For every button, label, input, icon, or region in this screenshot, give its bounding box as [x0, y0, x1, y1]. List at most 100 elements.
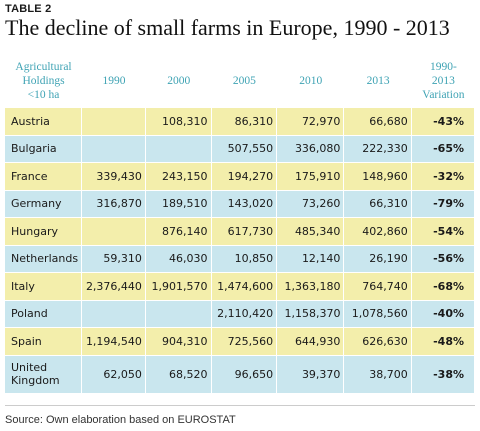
cell-2000: 876,140 [145, 218, 212, 246]
cell-2000: 189,510 [145, 190, 212, 218]
page-title: The decline of small farms in Europe, 19… [5, 15, 450, 40]
table-label: TABLE 2 [5, 3, 52, 15]
header-variation: 1990- 2013 Variation [412, 54, 475, 108]
cell-2010: 644,930 [277, 328, 345, 356]
cell-1990: 316,870 [82, 190, 146, 218]
cell-2013: 402,860 [344, 218, 412, 246]
table-row: Netherlands 59,310 46,030 10,850 12,140 … [5, 245, 475, 273]
variation-cell: -38% [411, 355, 475, 394]
cell-2005: 86,310 [211, 108, 278, 136]
cell-2000: 108,310 [145, 108, 212, 136]
cell-2000: 1,901,570 [145, 273, 212, 301]
cell-1990: 2,376,440 [82, 273, 146, 301]
source-note: Source: Own elaboration based on EUROSTA… [5, 414, 236, 426]
table-row: France 339,430 243,150 194,270 175,910 1… [5, 163, 475, 191]
cell-2005: 10,850 [211, 245, 278, 273]
country-cell: Austria [5, 108, 83, 136]
header-variation-line1: 1990- [429, 61, 457, 73]
country-cell: Italy [5, 273, 83, 301]
cell-2010: 1,363,180 [277, 273, 345, 301]
cell-1990 [82, 135, 146, 163]
cell-2013: 66,310 [344, 190, 412, 218]
cell-2000: 243,150 [145, 163, 212, 191]
cell-2010: 336,080 [277, 135, 345, 163]
variation-cell: -79% [411, 190, 475, 218]
header-1990: 1990 [102, 75, 126, 87]
cell-2013: 26,190 [344, 245, 412, 273]
table-row: Hungary 876,140 617,730 485,340 402,860 … [5, 218, 475, 246]
variation-cell: -65% [411, 135, 475, 163]
cell-1990 [82, 108, 146, 136]
country-cell: Bulgaria [5, 135, 83, 163]
header-row: Agricultural Holdings <10 ha 1990 2000 2… [5, 54, 475, 108]
header-2010: 2010 [299, 75, 323, 87]
table-row: Italy 2,376,440 1,901,570 1,474,600 1,36… [5, 273, 475, 301]
variation-cell: -48% [411, 328, 475, 356]
cell-1990: 62,050 [82, 355, 146, 394]
cell-2000 [145, 135, 212, 163]
cell-2005: 507,550 [211, 135, 278, 163]
header-2013: 2013 [366, 75, 390, 87]
cell-2005: 96,650 [211, 355, 278, 394]
header-country-line2: Holdings [22, 75, 65, 87]
header-country-line3: <10 ha [27, 89, 60, 101]
variation-cell: -43% [411, 108, 475, 136]
variation-cell: -68% [411, 273, 475, 301]
cell-2013: 222,330 [344, 135, 412, 163]
cell-1990: 59,310 [82, 245, 146, 273]
cell-1990 [82, 218, 146, 246]
table-row: Austria 108,310 86,310 72,970 66,680 -43… [5, 108, 475, 136]
country-cell: Spain [5, 328, 83, 356]
table-row: Bulgaria 507,550 336,080 222,330 -65% [5, 135, 475, 163]
cell-2013: 626,630 [344, 328, 412, 356]
variation-cell: -56% [411, 245, 475, 273]
country-cell: Poland [5, 300, 83, 328]
table-row: Germany 316,870 189,510 143,020 73,260 6… [5, 190, 475, 218]
cell-2000: 904,310 [145, 328, 212, 356]
cell-2000: 68,520 [145, 355, 212, 394]
cell-2010: 1,158,370 [277, 300, 345, 328]
country-line1: United [11, 361, 48, 374]
country-line2: Kingdom [11, 374, 60, 387]
cell-2010: 485,340 [277, 218, 345, 246]
variation-cell: -54% [411, 218, 475, 246]
data-table: Agricultural Holdings <10 ha 1990 2000 2… [5, 54, 475, 394]
cell-2013: 148,960 [344, 163, 412, 191]
country-cell: Hungary [5, 218, 83, 246]
cell-2005: 143,020 [211, 190, 278, 218]
cell-2010: 72,970 [277, 108, 345, 136]
table-row: United Kingdom 62,050 68,520 96,650 39,3… [5, 355, 475, 394]
cell-2013: 38,700 [344, 355, 412, 394]
country-cell: France [5, 163, 83, 191]
cell-2000 [145, 300, 212, 328]
header-country-line1: Agricultural [15, 61, 72, 73]
cell-2013: 764,740 [344, 273, 412, 301]
cell-2010: 12,140 [277, 245, 345, 273]
divider [5, 405, 475, 406]
table-row: Poland 2,110,420 1,158,370 1,078,560 -40… [5, 300, 475, 328]
cell-2010: 39,370 [277, 355, 345, 394]
country-cell: Netherlands [5, 245, 83, 273]
header-2000: 2000 [167, 75, 191, 87]
cell-2005: 2,110,420 [211, 300, 278, 328]
cell-1990 [82, 300, 146, 328]
country-cell: Germany [5, 190, 83, 218]
cell-2000: 46,030 [145, 245, 212, 273]
cell-2005: 1,474,600 [211, 273, 278, 301]
country-cell: United Kingdom [5, 355, 83, 394]
header-2005: 2005 [232, 75, 256, 87]
cell-2005: 617,730 [211, 218, 278, 246]
cell-2013: 1,078,560 [344, 300, 412, 328]
cell-2010: 73,260 [277, 190, 345, 218]
variation-cell: -32% [411, 163, 475, 191]
cell-2013: 66,680 [344, 108, 412, 136]
header-variation-line2: 2013 [431, 75, 455, 87]
header-country: Agricultural Holdings <10 ha [5, 54, 82, 108]
variation-cell: -40% [411, 300, 475, 328]
table-row: Spain 1,194,540 904,310 725,560 644,930 … [5, 328, 475, 356]
cell-2005: 725,560 [211, 328, 278, 356]
cell-2005: 194,270 [211, 163, 278, 191]
cell-1990: 1,194,540 [82, 328, 146, 356]
cell-2010: 175,910 [277, 163, 345, 191]
header-variation-line3: Variation [422, 89, 465, 101]
